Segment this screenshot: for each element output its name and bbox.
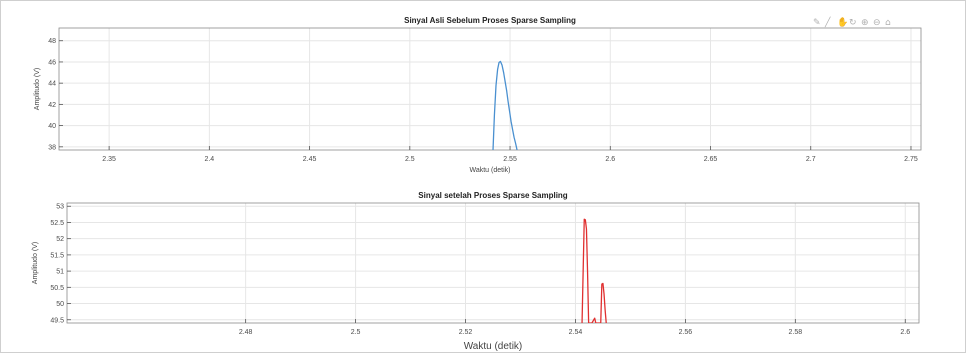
plot-area: [67, 203, 919, 323]
top-plot: 2.35 2.4 2.45 2.5 2.55 2.6 2.65 2.7 2.75 38 40 42 44…: [34, 16, 922, 174]
rotate-icon[interactable]: ↻: [849, 18, 857, 28]
x-tick-label: 2.48: [239, 329, 253, 336]
y-tick-label: 50: [56, 301, 64, 308]
home-icon[interactable]: ⌂: [885, 18, 891, 28]
x-tick-label: 2.5: [351, 329, 361, 336]
x-tick-label: 2.7: [806, 156, 816, 163]
y-axis-label: Amplitudo (V): [34, 68, 41, 110]
x-tick-label: 2.6: [605, 156, 615, 163]
zoom-in-icon[interactable]: ⊕: [861, 18, 869, 28]
figure-toolbar[interactable]: ✎ ╱ ✋ ↻ ⊕ ⊖ ⌂: [813, 16, 891, 28]
x-tick-label: 2.6: [900, 329, 910, 336]
y-tick-label: 40: [48, 123, 56, 130]
y-axis-label: Amplitudo (V): [32, 242, 39, 284]
chart-title: Sinyal Asli Sebelum Proses Sparse Sampli…: [404, 16, 576, 25]
series-line: [492, 60, 518, 150]
x-tick-label: 2.65: [704, 156, 718, 163]
zoom-out-icon[interactable]: ⊖: [873, 18, 881, 28]
y-tick-label: 51.5: [50, 252, 64, 259]
y-tick-label: 50.5: [50, 285, 64, 292]
y-tick-label: 42: [48, 102, 56, 109]
x-tick-label: 2.54: [569, 329, 583, 336]
x-tick-label: 2.56: [679, 329, 693, 336]
y-tick-label: 46: [48, 59, 56, 66]
y-tick-label: 49.5: [50, 317, 64, 324]
x-tick-label: 2.4: [204, 156, 214, 163]
axes-box: [66, 202, 920, 324]
x-tick-label: 2.5: [405, 156, 415, 163]
brush-icon[interactable]: ✎: [813, 18, 821, 28]
x-tick-label: 2.58: [789, 329, 803, 336]
y-tick-label: 53: [56, 204, 64, 211]
y-tick-label: 51: [56, 269, 64, 276]
x-axis-label: Waktu (detik): [464, 341, 523, 352]
x-tick-label: 2.52: [459, 329, 473, 336]
plot-area: [59, 28, 921, 150]
y-tick-label: 52.5: [50, 220, 64, 227]
pen-icon[interactable]: ╱: [824, 16, 831, 28]
bottom-plot: 2.48 2.5 2.52 2.54 2.56 2.58 2.6 49.5 50 50.5 51 51…: [32, 191, 920, 352]
x-tick-label: 2.75: [904, 156, 918, 163]
y-tick-label: 44: [48, 81, 56, 88]
y-tick-label: 38: [48, 144, 56, 151]
series-line: [581, 218, 607, 323]
x-tick-label: 2.35: [102, 156, 116, 163]
x-axis-label: Waktu (detik): [470, 167, 511, 174]
y-tick-label: 48: [48, 38, 56, 45]
chart-title: Sinyal setelah Proses Sparse Sampling: [418, 191, 568, 200]
y-tick-label: 52: [56, 236, 64, 243]
x-tick-label: 2.55: [503, 156, 517, 163]
pan-icon[interactable]: ✋: [837, 16, 848, 28]
x-tick-label: 2.45: [303, 156, 317, 163]
axes-box: [58, 27, 922, 151]
